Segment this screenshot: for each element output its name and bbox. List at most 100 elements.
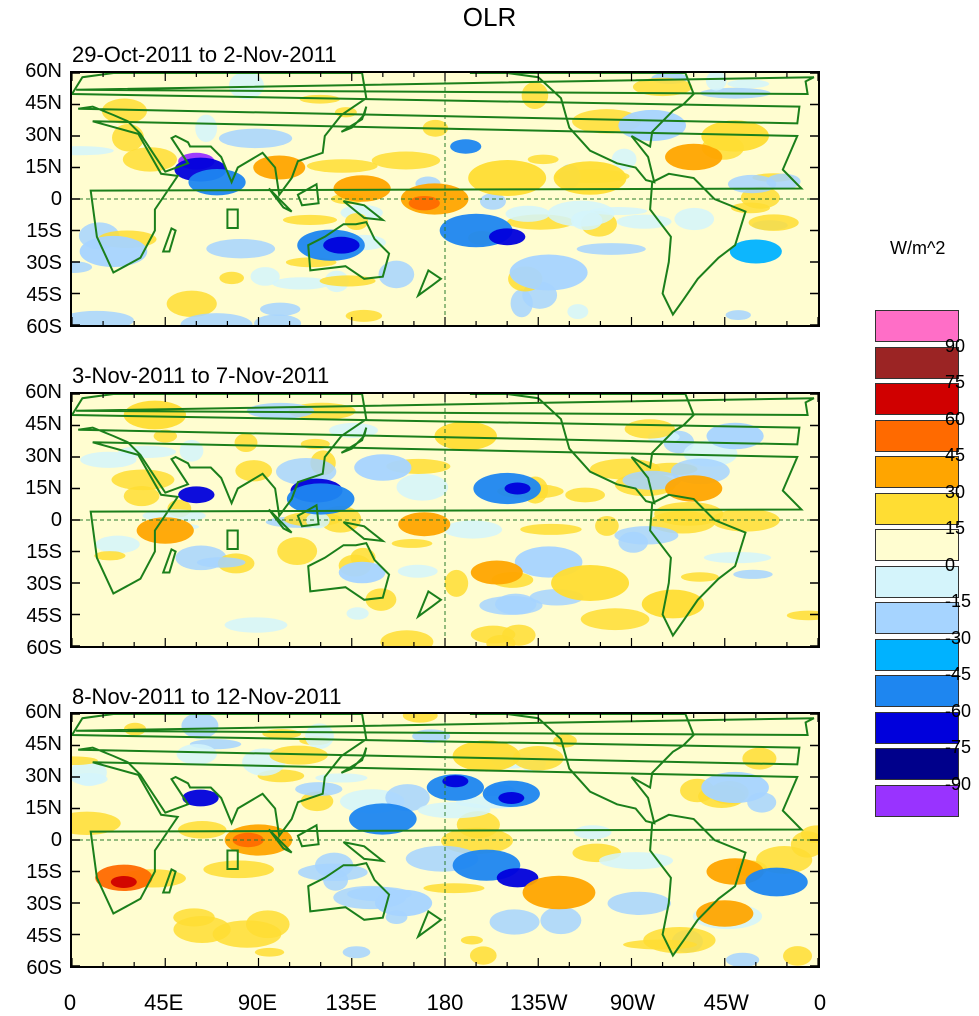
anomaly-blob — [153, 429, 178, 443]
anomaly-blob — [276, 457, 337, 486]
anomaly-blob — [218, 128, 293, 149]
lat-label: 30N — [25, 765, 62, 787]
anomaly-blob — [488, 228, 526, 246]
anomaly-blob — [72, 146, 114, 156]
coastline — [649, 493, 747, 638]
anomaly-blob — [573, 825, 612, 840]
anomaly-blob — [378, 260, 415, 289]
coastline — [307, 861, 391, 921]
lat-label: 60N — [25, 381, 62, 403]
anomaly-blob — [426, 774, 484, 801]
olr-map-1 — [72, 73, 818, 325]
panel-3-title: 8-Nov-2011 to 12-Nov-2011 — [72, 684, 342, 709]
anomaly-blob — [305, 723, 334, 749]
coastline — [89, 441, 804, 595]
coastline — [649, 813, 747, 958]
anomaly-blob — [527, 154, 559, 165]
colorbar-swatch — [875, 383, 959, 415]
anomaly-blob — [212, 920, 282, 948]
coastline — [342, 841, 387, 863]
colorbar-swatch — [875, 346, 959, 379]
anomaly-blob — [469, 946, 497, 965]
coastline — [296, 503, 320, 528]
colorbar-swatch — [875, 602, 959, 634]
lat-label: 45N — [25, 733, 62, 755]
coastline — [89, 761, 804, 915]
anomaly-blob — [496, 868, 539, 888]
coastline — [72, 73, 801, 198]
coastline — [342, 521, 387, 543]
colorbar-swatch — [875, 310, 959, 342]
anomaly-blob — [180, 313, 253, 325]
coastline — [76, 717, 815, 737]
coastline — [307, 220, 391, 280]
anomaly-blob — [250, 267, 280, 286]
anomaly-blob — [338, 561, 386, 584]
anomaly-blob — [521, 81, 549, 110]
anomaly-blob — [195, 114, 218, 143]
coastline — [307, 541, 391, 601]
colorbar-swatch — [875, 529, 959, 561]
anomaly-blob — [349, 803, 417, 835]
olr-map-2 — [72, 394, 818, 646]
anomaly-blob — [665, 475, 723, 502]
anomaly-blob — [725, 310, 751, 321]
anomaly-blob — [260, 302, 301, 316]
anomaly-blob — [196, 557, 246, 568]
anomaly-blob — [72, 756, 98, 766]
anomaly-blob — [570, 210, 603, 231]
anomaly-blob — [397, 564, 438, 578]
anomaly-blob — [72, 310, 134, 325]
anomaly-blob — [641, 589, 705, 619]
anomaly-blob — [182, 789, 219, 807]
lat-label: 15N — [25, 156, 62, 178]
coastline — [296, 823, 320, 848]
colorbar-label: 45 — [945, 445, 966, 465]
map-panel-1 — [70, 71, 820, 327]
anomaly-blob — [385, 784, 430, 812]
panel-2-title: 3-Nov-2011 to 7-Nov-2011 — [72, 363, 330, 388]
colorbar-label: 30 — [945, 481, 966, 502]
region-box — [226, 529, 239, 550]
coastline — [415, 589, 443, 620]
anomaly-blob — [262, 729, 302, 739]
map-panel-3 — [70, 712, 820, 968]
anomaly-blob — [224, 617, 288, 633]
lon-label: 135W — [510, 990, 568, 1015]
lat-label: 30S — [26, 252, 62, 274]
coastline — [268, 828, 293, 854]
anomaly-blob — [286, 483, 355, 515]
lat-label: 15S — [26, 220, 62, 242]
anomaly-blob — [727, 79, 770, 89]
anomaly-blob — [277, 537, 318, 566]
colorbar-label: -15 — [945, 591, 972, 611]
anomaly-blob — [443, 520, 503, 539]
coastline — [649, 172, 747, 317]
anomaly-blob — [122, 147, 178, 172]
anomaly-blob — [365, 588, 397, 611]
colorbar-label: 60 — [945, 408, 966, 429]
colorbar-swatch — [875, 419, 959, 452]
coastline — [415, 268, 443, 299]
anomaly-blob — [354, 454, 412, 481]
anomaly-blob — [790, 831, 818, 858]
coastline — [340, 427, 368, 454]
colorbar-swatch — [875, 565, 959, 598]
lat-label: 0 — [50, 829, 62, 851]
anomaly-blob — [733, 569, 773, 579]
coastline — [342, 200, 387, 222]
map-panel-2 — [70, 392, 820, 648]
colorbar-label: 90 — [945, 335, 966, 356]
lat-label: 15S — [26, 541, 62, 563]
colorbar-label: -90 — [945, 773, 972, 794]
anomaly-blob — [623, 939, 697, 950]
anomaly-blob — [489, 909, 540, 935]
anomaly-blob — [614, 526, 679, 545]
anomaly-blob — [701, 120, 769, 152]
coastline — [76, 76, 815, 96]
anomaly-blob — [766, 173, 801, 190]
anomaly-blob — [783, 946, 813, 966]
colorbar — [875, 310, 959, 822]
anomaly-blob — [674, 207, 715, 231]
anomaly-blob — [745, 867, 808, 897]
